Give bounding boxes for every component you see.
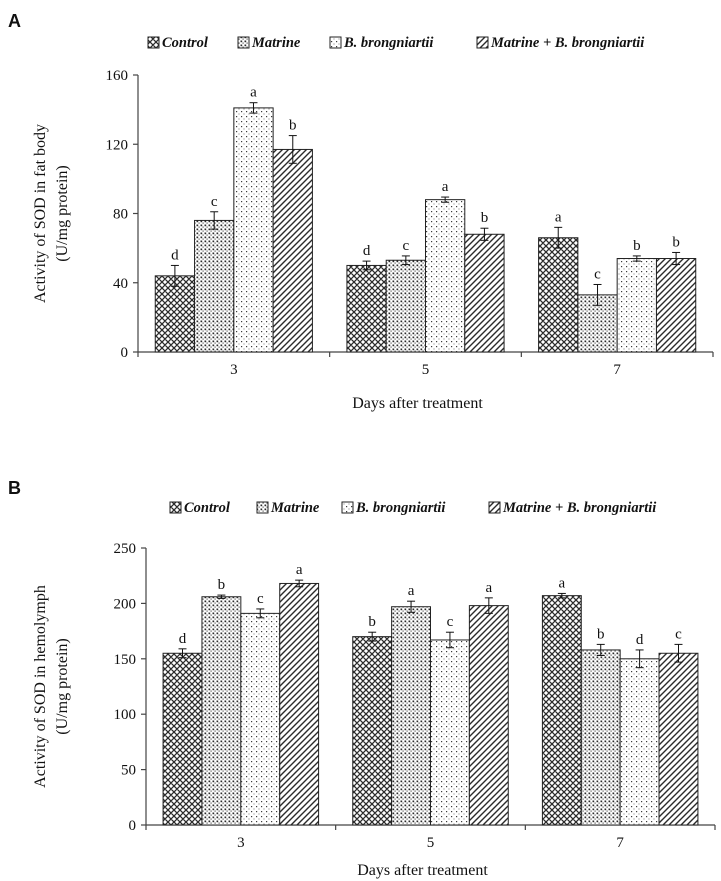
significance-label: c — [447, 614, 454, 630]
x-tick-label: 3 — [230, 362, 238, 378]
significance-label: c — [403, 238, 410, 254]
bar-diagonal-stripes — [658, 652, 699, 826]
y-tick-label: 100 — [114, 707, 137, 723]
significance-label: a — [559, 575, 566, 591]
bar-sparse-dots — [619, 658, 660, 826]
legend-label: Matrine + B. brongniartii — [502, 500, 656, 516]
x-tick-label: 5 — [422, 362, 430, 378]
y-axis-unit: (U/mg protein) — [54, 638, 71, 734]
significance-label: b — [289, 118, 297, 134]
legend-label: Control — [162, 35, 208, 51]
y-axis-unit: (U/mg protein) — [54, 165, 71, 261]
significance-label: b — [218, 577, 226, 593]
bar-dense-dots — [194, 219, 235, 353]
panel-letter-a: A — [8, 11, 21, 31]
legend-swatch-crosshatch — [169, 501, 182, 514]
x-tick-label: 7 — [616, 835, 624, 851]
significance-label: c — [675, 626, 682, 642]
bar-crosshatch — [352, 636, 393, 826]
bar-crosshatch — [538, 237, 579, 353]
y-tick-label: 250 — [114, 541, 137, 557]
bar-crosshatch — [541, 595, 582, 826]
legend-label: Matrine — [270, 500, 320, 516]
significance-label: b — [633, 238, 641, 254]
x-axis-title: Days after treatment — [357, 862, 488, 879]
bar-crosshatch — [154, 275, 196, 353]
legend-label: B. brongniartii — [343, 35, 433, 51]
significance-label: d — [179, 631, 187, 647]
bar-crosshatch — [346, 264, 387, 353]
y-axis-title: Activity of SOD in hemolymph — [32, 585, 49, 788]
significance-label: d — [171, 247, 179, 263]
significance-label: a — [442, 179, 449, 195]
chart-panel-b: Control Matrine B. brongniartii Matrine + B… — [32, 500, 716, 879]
significance-label: a — [555, 209, 562, 225]
significance-label: b — [481, 210, 489, 226]
bar-sparse-dots — [430, 639, 470, 826]
x-tick-label: 5 — [427, 835, 435, 851]
significance-label: a — [250, 85, 257, 101]
bar-crosshatch — [162, 652, 203, 826]
significance-label: d — [363, 243, 371, 259]
significance-label: a — [485, 580, 492, 596]
legend-swatch-diagonal-stripes — [488, 501, 501, 514]
legend-label: Control — [184, 500, 230, 516]
legend-label: Matrine + B. brongniartii — [490, 35, 644, 51]
bar-diagonal-stripes — [279, 582, 320, 826]
legend-swatch-diagonal-stripes — [476, 36, 489, 49]
y-tick-label: 0 — [121, 345, 129, 361]
bar-diagonal-stripes — [655, 258, 697, 353]
bar-sparse-dots — [240, 612, 281, 826]
bar-sparse-dots — [233, 107, 274, 353]
significance-label: d — [636, 632, 644, 648]
bar-diagonal-stripes — [464, 233, 505, 353]
significance-label: b — [368, 614, 376, 630]
legend-swatch-sparse-dots — [341, 501, 354, 514]
y-tick-label: 200 — [114, 596, 137, 612]
significance-label: c — [594, 266, 601, 282]
bar-dense-dots — [391, 606, 432, 826]
y-tick-label: 120 — [106, 137, 129, 153]
bar-dense-dots — [385, 259, 427, 353]
y-tick-label: 0 — [129, 818, 137, 834]
y-axis-title: Activity of SOD in fat body — [32, 124, 49, 303]
significance-label: b — [597, 626, 605, 642]
x-axis-title: Days after treatment — [352, 395, 483, 412]
y-tick-label: 80 — [113, 207, 128, 223]
legend-swatch-crosshatch — [147, 36, 160, 49]
legend-label: Matrine — [251, 35, 301, 51]
bar-dense-dots — [201, 596, 242, 826]
significance-label: b — [672, 234, 680, 250]
x-tick-label: 7 — [613, 362, 621, 378]
y-tick-label: 50 — [121, 763, 136, 779]
legend-swatch-dense-dots — [237, 36, 250, 49]
significance-label: a — [408, 583, 415, 599]
bar-diagonal-stripes — [468, 605, 509, 826]
significance-label: c — [211, 194, 218, 210]
x-tick-label: 3 — [237, 835, 245, 851]
legend-swatch-sparse-dots — [329, 36, 342, 49]
significance-label: c — [257, 591, 264, 607]
legend-label: B. brongniartii — [355, 500, 445, 516]
bar-sparse-dots — [616, 258, 657, 353]
bar-dense-dots — [580, 649, 621, 826]
y-tick-label: 160 — [106, 68, 129, 84]
panel-letter-b: B — [8, 478, 21, 498]
legend-swatch-dense-dots — [256, 501, 269, 514]
chart-panel-a: Control Matrine B. brongniartii Matrine + B… — [32, 35, 714, 412]
bar-diagonal-stripes — [272, 148, 313, 353]
bar-sparse-dots — [425, 199, 466, 353]
y-tick-label: 150 — [114, 652, 137, 668]
y-tick-label: 40 — [113, 276, 128, 292]
significance-label: a — [296, 562, 303, 578]
